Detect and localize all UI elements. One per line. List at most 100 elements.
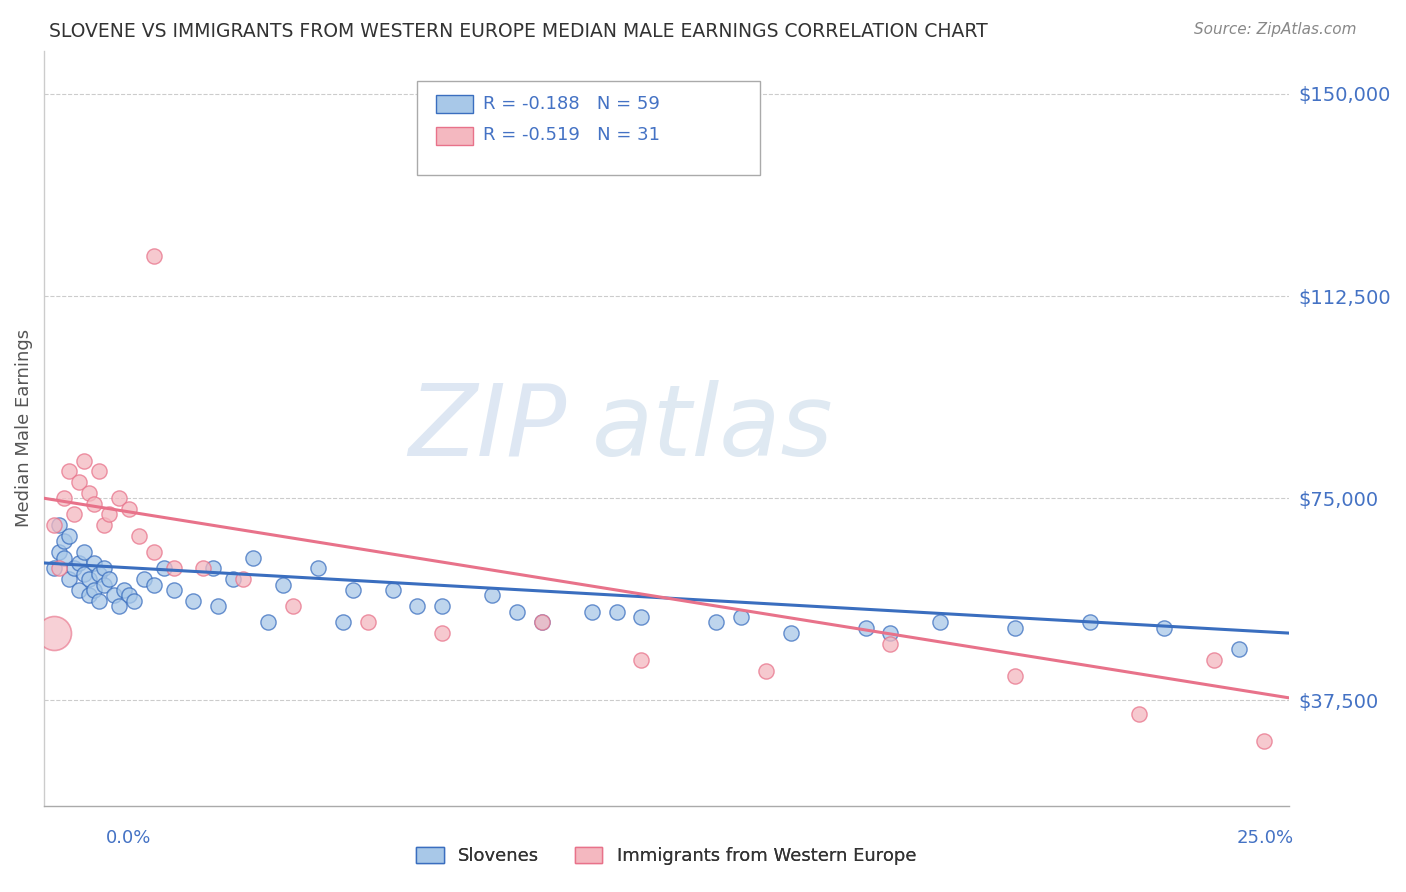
Point — [67, 582, 90, 597]
Point — [432, 626, 454, 640]
Point — [63, 561, 86, 575]
Point — [1078, 615, 1101, 630]
Point — [107, 491, 129, 506]
Point — [87, 593, 110, 607]
Point — [530, 615, 553, 630]
Point — [53, 534, 76, 549]
Point — [855, 621, 877, 635]
Point — [1004, 669, 1026, 683]
Point — [242, 550, 264, 565]
Point — [107, 599, 129, 614]
Point — [779, 626, 801, 640]
Point — [581, 605, 603, 619]
Point — [142, 249, 165, 263]
Point — [162, 582, 184, 597]
FancyBboxPatch shape — [418, 81, 759, 175]
Point — [183, 593, 205, 607]
Point — [1202, 653, 1225, 667]
Point — [142, 545, 165, 559]
Point — [530, 615, 553, 630]
FancyBboxPatch shape — [436, 95, 474, 113]
Point — [97, 572, 120, 586]
Point — [257, 615, 280, 630]
Point — [879, 626, 901, 640]
Point — [112, 582, 135, 597]
Point — [122, 593, 145, 607]
Point — [118, 588, 141, 602]
Point — [93, 561, 115, 575]
Point — [606, 605, 628, 619]
Point — [97, 508, 120, 522]
Point — [332, 615, 354, 630]
Point — [630, 610, 652, 624]
Text: ZIP: ZIP — [409, 380, 567, 476]
Point — [630, 653, 652, 667]
Text: Source: ZipAtlas.com: Source: ZipAtlas.com — [1194, 22, 1357, 37]
Text: SLOVENE VS IMMIGRANTS FROM WESTERN EUROPE MEDIAN MALE EARNINGS CORRELATION CHART: SLOVENE VS IMMIGRANTS FROM WESTERN EUROP… — [49, 22, 988, 41]
Point — [58, 529, 80, 543]
Point — [755, 664, 778, 678]
Point — [42, 561, 65, 575]
Point — [381, 582, 404, 597]
Point — [929, 615, 952, 630]
Point — [202, 561, 225, 575]
Point — [48, 561, 70, 575]
Point — [193, 561, 215, 575]
Point — [704, 615, 727, 630]
Point — [83, 582, 105, 597]
Point — [48, 545, 70, 559]
Text: atlas: atlas — [592, 380, 834, 476]
Point — [506, 605, 529, 619]
Point — [1004, 621, 1026, 635]
Point — [162, 561, 184, 575]
Point — [53, 491, 76, 506]
Point — [132, 572, 155, 586]
Point — [357, 615, 380, 630]
Point — [83, 556, 105, 570]
Text: 0.0%: 0.0% — [105, 830, 150, 847]
Point — [87, 566, 110, 581]
Point — [281, 599, 304, 614]
Point — [879, 637, 901, 651]
Point — [103, 588, 125, 602]
Point — [342, 582, 364, 597]
Point — [73, 545, 96, 559]
Point — [152, 561, 174, 575]
Point — [93, 577, 115, 591]
Point — [67, 556, 90, 570]
Point — [42, 518, 65, 533]
Point — [222, 572, 245, 586]
Point — [1153, 621, 1175, 635]
Point — [1227, 642, 1250, 657]
Point — [1128, 706, 1150, 721]
Point — [730, 610, 752, 624]
Point — [271, 577, 294, 591]
Text: R = -0.519   N = 31: R = -0.519 N = 31 — [484, 127, 661, 145]
Point — [42, 626, 65, 640]
Point — [77, 486, 100, 500]
Point — [432, 599, 454, 614]
Point — [73, 453, 96, 467]
Y-axis label: Median Male Earnings: Median Male Earnings — [15, 329, 32, 527]
Point — [128, 529, 150, 543]
Point — [87, 464, 110, 478]
Point — [207, 599, 229, 614]
Point — [1253, 734, 1275, 748]
Text: 25.0%: 25.0% — [1236, 830, 1294, 847]
Point — [58, 572, 80, 586]
FancyBboxPatch shape — [436, 127, 474, 145]
Point — [53, 550, 76, 565]
Legend: Slovenes, Immigrants from Western Europe: Slovenes, Immigrants from Western Europe — [409, 839, 924, 872]
Point — [77, 588, 100, 602]
Point — [63, 508, 86, 522]
Point — [93, 518, 115, 533]
Point — [83, 497, 105, 511]
Point — [77, 572, 100, 586]
Point — [58, 464, 80, 478]
Text: R = -0.188   N = 59: R = -0.188 N = 59 — [484, 95, 661, 112]
Point — [142, 577, 165, 591]
Point — [118, 502, 141, 516]
Point — [406, 599, 429, 614]
Point — [67, 475, 90, 489]
Point — [481, 588, 503, 602]
